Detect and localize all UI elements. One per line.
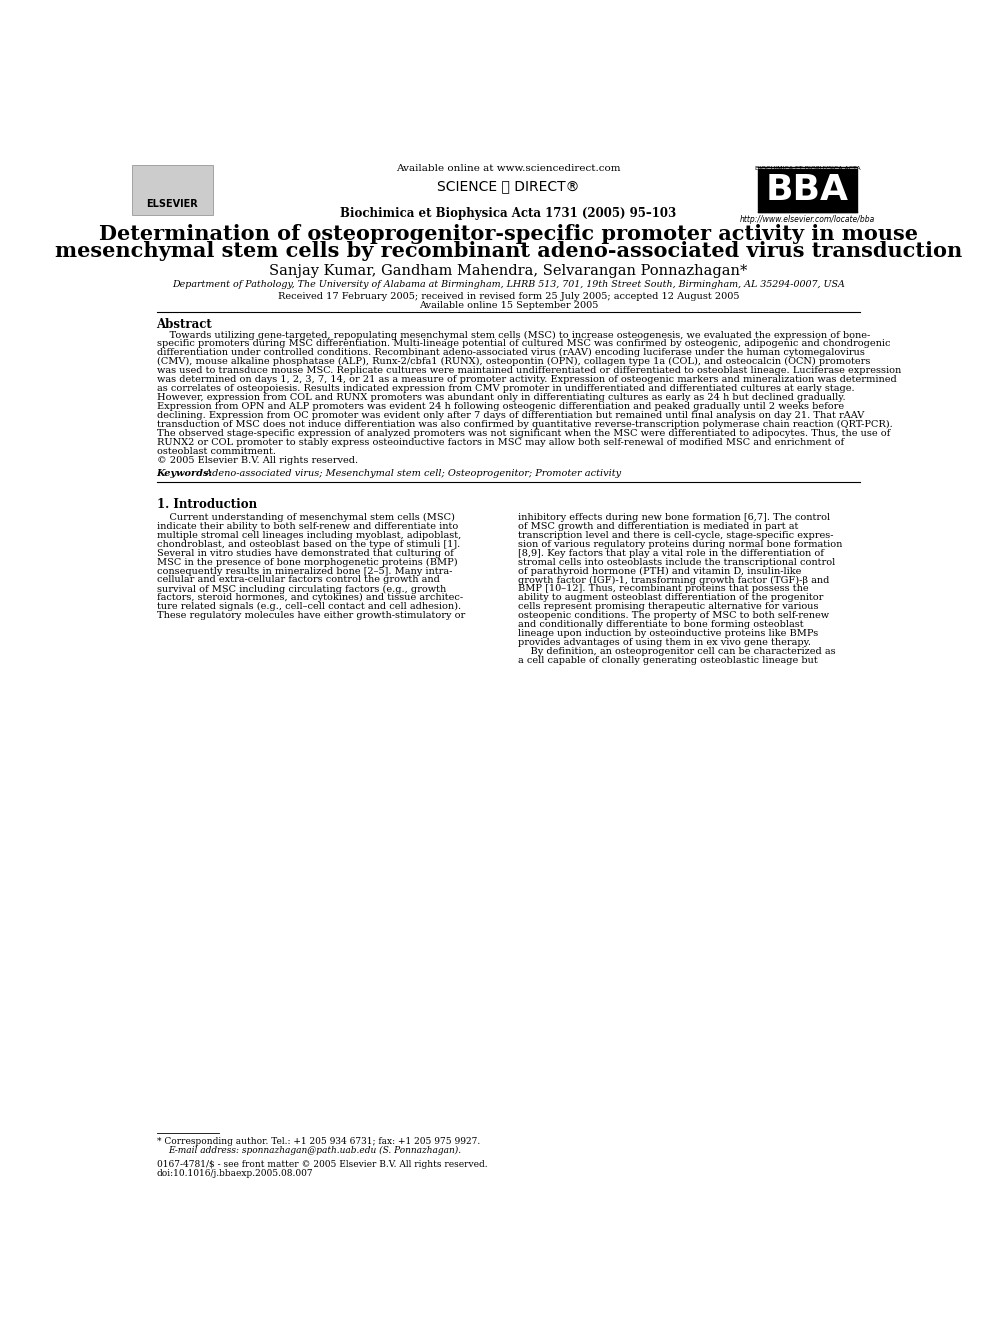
Text: Expression from OPN and ALP promoters was evident 24 h following osteogenic diff: Expression from OPN and ALP promoters wa… — [157, 402, 843, 411]
Text: of MSC growth and differentiation is mediated in part at: of MSC growth and differentiation is med… — [518, 521, 799, 531]
Text: SCIENCE ⓓ DIRECT®: SCIENCE ⓓ DIRECT® — [437, 179, 579, 193]
Text: Several in vitro studies have demonstrated that culturing of: Several in vitro studies have demonstrat… — [157, 549, 453, 558]
Text: transcription level and there is cell-cycle, stage-specific expres-: transcription level and there is cell-cy… — [518, 531, 833, 540]
Text: http://www.elsevier.com/locate/bba: http://www.elsevier.com/locate/bba — [740, 214, 875, 224]
Text: [8,9]. Key factors that play a vital role in the differentiation of: [8,9]. Key factors that play a vital rol… — [518, 549, 823, 558]
FancyBboxPatch shape — [132, 165, 213, 214]
Text: BIOCHIMICA ET BIOPHYSICA ACTA: BIOCHIMICA ET BIOPHYSICA ACTA — [755, 165, 860, 171]
Text: growth factor (IGF)-1, transforming growth factor (TGF)-β and: growth factor (IGF)-1, transforming grow… — [518, 576, 829, 585]
Text: By definition, an osteoprogenitor cell can be characterized as: By definition, an osteoprogenitor cell c… — [518, 647, 835, 656]
Text: These regulatory molecules have either growth-stimulatory or: These regulatory molecules have either g… — [157, 611, 465, 620]
Text: consequently results in mineralized bone [2–5]. Many intra-: consequently results in mineralized bone… — [157, 566, 452, 576]
Text: 1. Introduction: 1. Introduction — [157, 497, 257, 511]
Text: Abstract: Abstract — [157, 318, 212, 331]
Text: of parathyroid hormone (PTH) and vitamin D, insulin-like: of parathyroid hormone (PTH) and vitamin… — [518, 566, 802, 576]
FancyBboxPatch shape — [758, 169, 857, 212]
Text: ELSEVIER: ELSEVIER — [147, 198, 198, 209]
Text: Current understanding of mesenchymal stem cells (MSC): Current understanding of mesenchymal ste… — [157, 513, 454, 523]
Text: was used to transduce mouse MSC. Replicate cultures were maintained undifferenti: was used to transduce mouse MSC. Replica… — [157, 366, 901, 376]
Text: Towards utilizing gene-targeted, repopulating mesenchymal stem cells (MSC) to in: Towards utilizing gene-targeted, repopul… — [157, 331, 870, 340]
Text: 0167-4781/$ - see front matter © 2005 Elsevier B.V. All rights reserved.: 0167-4781/$ - see front matter © 2005 El… — [157, 1160, 487, 1168]
Text: stromal cells into osteoblasts include the transcriptional control: stromal cells into osteoblasts include t… — [518, 557, 835, 566]
Text: mesenchymal stem cells by recombinant adeno-associated virus transduction: mesenchymal stem cells by recombinant ad… — [55, 241, 962, 261]
Text: was determined on days 1, 2, 3, 7, 14, or 21 as a measure of promoter activity. : was determined on days 1, 2, 3, 7, 14, o… — [157, 376, 897, 384]
Text: cellular and extra-cellular factors control the growth and: cellular and extra-cellular factors cont… — [157, 576, 439, 585]
Text: Determination of osteoprogenitor-specific promoter activity in mouse: Determination of osteoprogenitor-specifi… — [99, 224, 918, 245]
Text: Available online 15 September 2005: Available online 15 September 2005 — [419, 302, 598, 310]
Text: differentiation under controlled conditions. Recombinant adeno-associated virus : differentiation under controlled conditi… — [157, 348, 864, 357]
Text: Sanjay Kumar, Gandham Mahendra, Selvarangan Ponnazhagan*: Sanjay Kumar, Gandham Mahendra, Selvaran… — [269, 265, 748, 278]
Text: ability to augment osteoblast differentiation of the progenitor: ability to augment osteoblast differenti… — [518, 593, 823, 602]
Text: The observed stage-specific expression of analyzed promoters was not significant: The observed stage-specific expression o… — [157, 429, 890, 438]
Text: * Corresponding author. Tel.: +1 205 934 6731; fax: +1 205 975 9927.: * Corresponding author. Tel.: +1 205 934… — [157, 1138, 480, 1147]
Text: However, expression from COL and RUNX promoters was abundant only in differentia: However, expression from COL and RUNX pr… — [157, 393, 845, 402]
Text: survival of MSC including circulating factors (e.g., growth: survival of MSC including circulating fa… — [157, 585, 445, 594]
Text: © 2005 Elsevier B.V. All rights reserved.: © 2005 Elsevier B.V. All rights reserved… — [157, 455, 358, 464]
Text: RUNX2 or COL promoter to stably express osteoinductive factors in MSC may allow : RUNX2 or COL promoter to stably express … — [157, 438, 843, 447]
Text: declining. Expression from OC promoter was evident only after 7 days of differen: declining. Expression from OC promoter w… — [157, 411, 864, 419]
Text: MSC in the presence of bone morphogenetic proteins (BMP): MSC in the presence of bone morphogeneti… — [157, 557, 457, 566]
Text: multiple stromal cell lineages including myoblast, adipoblast,: multiple stromal cell lineages including… — [157, 531, 461, 540]
Text: Adeno-associated virus; Mesenchymal stem cell; Osteoprogenitor; Promoter activit: Adeno-associated virus; Mesenchymal stem… — [201, 470, 621, 478]
Text: provides advantages of using them in ex vivo gene therapy.: provides advantages of using them in ex … — [518, 638, 810, 647]
Text: Department of Pathology, The University of Alabama at Birmingham, LHRB 513, 701,: Department of Pathology, The University … — [172, 279, 845, 288]
Text: sion of various regulatory proteins during normal bone formation: sion of various regulatory proteins duri… — [518, 540, 842, 549]
Text: ture related signals (e.g., cell–cell contact and cell adhesion).: ture related signals (e.g., cell–cell co… — [157, 602, 460, 611]
Text: E-mail address: sponnazhagan@path.uab.edu (S. Ponnazhagan).: E-mail address: sponnazhagan@path.uab.ed… — [169, 1146, 461, 1155]
Text: transduction of MSC does not induce differentiation was also confirmed by quanti: transduction of MSC does not induce diff… — [157, 419, 892, 429]
Text: Keywords:: Keywords: — [157, 470, 212, 478]
Text: BMP [10–12]. Thus, recombinant proteins that possess the: BMP [10–12]. Thus, recombinant proteins … — [518, 585, 808, 594]
Text: as correlates of osteopoiesis. Results indicated expression from CMV promoter in: as correlates of osteopoiesis. Results i… — [157, 384, 854, 393]
Text: indicate their ability to both self-renew and differentiate into: indicate their ability to both self-rene… — [157, 521, 457, 531]
Text: (CMV), mouse alkaline phosphatase (ALP), Runx-2/cbfa1 (RUNX), osteopontin (OPN),: (CMV), mouse alkaline phosphatase (ALP),… — [157, 357, 870, 366]
Text: specific promoters during MSC differentiation. Multi-lineage potential of cultur: specific promoters during MSC differenti… — [157, 340, 890, 348]
Text: Biochimica et Biophysica Acta 1731 (2005) 95–103: Biochimica et Biophysica Acta 1731 (2005… — [340, 208, 677, 220]
Text: lineage upon induction by osteoinductive proteins like BMPs: lineage upon induction by osteoinductive… — [518, 628, 818, 638]
Text: osteoblast commitment.: osteoblast commitment. — [157, 447, 276, 455]
Text: factors, steroid hormones, and cytokines) and tissue architec-: factors, steroid hormones, and cytokines… — [157, 593, 462, 602]
Text: and conditionally differentiate to bone forming osteoblast: and conditionally differentiate to bone … — [518, 620, 804, 630]
Text: cells represent promising therapeutic alternative for various: cells represent promising therapeutic al… — [518, 602, 818, 611]
Text: BBA: BBA — [766, 173, 849, 208]
Text: Available online at www.sciencedirect.com: Available online at www.sciencedirect.co… — [396, 164, 621, 173]
Text: a cell capable of clonally generating osteoblastic lineage but: a cell capable of clonally generating os… — [518, 656, 817, 665]
Text: chondroblast, and osteoblast based on the type of stimuli [1].: chondroblast, and osteoblast based on th… — [157, 540, 460, 549]
Text: doi:10.1016/j.bbaexp.2005.08.007: doi:10.1016/j.bbaexp.2005.08.007 — [157, 1168, 313, 1177]
Text: inhibitory effects during new bone formation [6,7]. The control: inhibitory effects during new bone forma… — [518, 513, 830, 523]
Text: osteopenic conditions. The property of MSC to both self-renew: osteopenic conditions. The property of M… — [518, 611, 829, 620]
Text: Received 17 February 2005; received in revised form 25 July 2005; accepted 12 Au: Received 17 February 2005; received in r… — [278, 292, 739, 300]
